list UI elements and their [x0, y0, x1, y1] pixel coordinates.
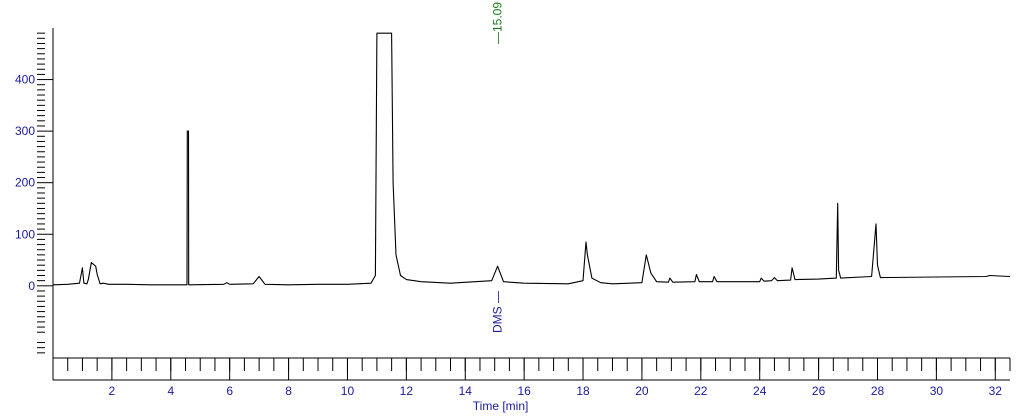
x-tick-label: 24 [753, 384, 767, 398]
chromatogram-trace [52, 32, 1011, 286]
peak-retention-time-label: —15.09 [490, 2, 504, 44]
x-tick-label: 10 [341, 384, 355, 398]
x-tick-label: 22 [694, 384, 708, 398]
y-ticks: 0 100 200 300 400 [15, 73, 53, 293]
x-tick-label: 2 [109, 384, 116, 398]
y-tick-label: 0 [28, 279, 35, 293]
peak-compound-label: DMS — [490, 291, 504, 333]
x-tick-label: 30 [930, 384, 944, 398]
y-tick-label: 400 [15, 73, 35, 87]
x-tick-label: 28 [871, 384, 885, 398]
x-tick-label: 18 [576, 384, 590, 398]
x-tick-label: 4 [167, 384, 174, 398]
x-tick-label: 20 [635, 384, 649, 398]
x-ticks: 2 4 6 8 10 12 14 16 18 20 22 24 26 28 30 32 [109, 358, 1003, 398]
x-tick-label: 6 [226, 384, 233, 398]
x-minor-ticks [67, 358, 1011, 371]
y-tick-label: 100 [15, 227, 35, 241]
x-tick-label: 12 [400, 384, 414, 398]
x-tick-label: 16 [517, 384, 531, 398]
y-minor-ticks [37, 32, 45, 354]
y-tick-label: 200 [15, 176, 35, 190]
x-tick-label: 14 [459, 384, 473, 398]
x-tick-label: 8 [285, 384, 292, 398]
x-tick-label: 26 [812, 384, 826, 398]
x-axis-title: Time [min] [473, 399, 529, 413]
peak-annotations: —15.09 DMS — [490, 2, 504, 333]
x-tick-label: 32 [989, 384, 1003, 398]
y-tick-label: 300 [15, 124, 35, 138]
